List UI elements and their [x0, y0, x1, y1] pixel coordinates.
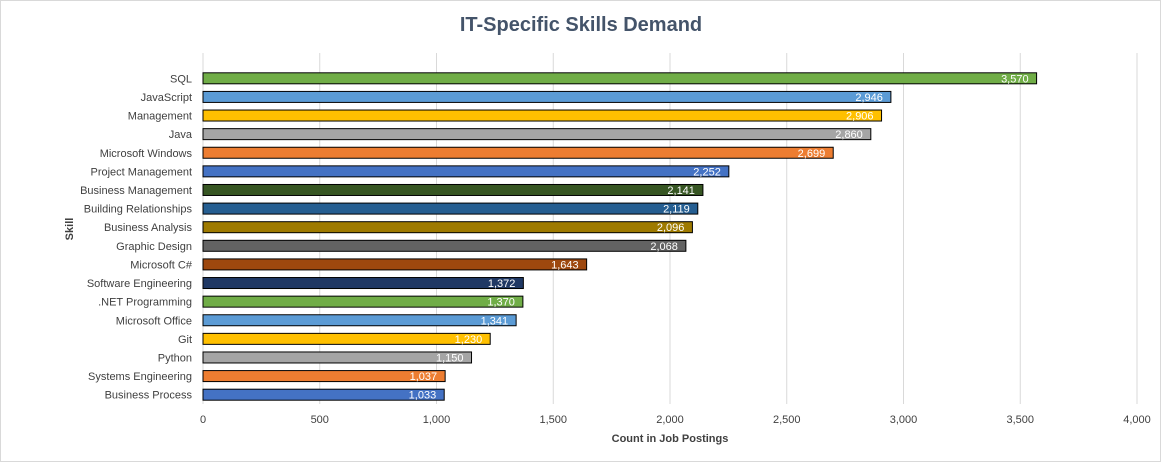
- y-axis-title: Skill: [64, 218, 76, 241]
- bar: [202, 388, 445, 401]
- data-label: 1,643: [551, 259, 579, 271]
- category-label: Systems Engineering: [88, 371, 192, 383]
- bar: [202, 332, 491, 345]
- data-label: 1,033: [409, 390, 437, 402]
- data-label: 2,946: [855, 92, 883, 104]
- data-label: 1,372: [488, 278, 516, 290]
- data-label: 2,141: [667, 185, 695, 197]
- x-tick-label: 4,000: [1123, 414, 1151, 426]
- x-tick-label: 3,500: [1006, 414, 1034, 426]
- bar: [202, 72, 1038, 85]
- bar: [202, 165, 730, 178]
- category-label: .NET Programming: [98, 297, 192, 309]
- bar: [202, 109, 883, 122]
- category-label: Project Management: [91, 166, 193, 178]
- category-label: Microsoft C#: [130, 259, 193, 271]
- data-label: 2,252: [693, 166, 721, 178]
- bar: [202, 295, 524, 308]
- x-tick-labels: 0 500 1,000 1,500 2,000 2,500 3,000 3,500 4,000: [200, 414, 1151, 426]
- bar: [202, 277, 524, 290]
- data-label: 1,037: [410, 371, 438, 383]
- category-label: JavaScript: [141, 92, 192, 104]
- category-label: Git: [178, 334, 192, 346]
- data-label: 1,150: [436, 352, 464, 364]
- data-label: 2,699: [798, 148, 826, 160]
- bar: [202, 351, 473, 364]
- bar: [202, 202, 699, 215]
- x-tick-label: 0: [200, 414, 206, 426]
- category-label: Python: [158, 352, 192, 364]
- data-label: 2,068: [650, 241, 678, 253]
- bar: [202, 221, 693, 234]
- category-label: Business Analysis: [104, 222, 193, 234]
- data-label: 2,096: [657, 222, 685, 234]
- category-label: Software Engineering: [87, 278, 192, 290]
- data-label: 2,906: [846, 111, 874, 123]
- category-label: Microsoft Windows: [100, 148, 193, 160]
- category-label: Graphic Design: [116, 241, 192, 253]
- data-label: 1,370: [487, 297, 515, 309]
- category-label: Management: [128, 111, 192, 123]
- chart-title: IT-Specific Skills Demand: [460, 14, 702, 36]
- category-label: Java: [169, 129, 193, 141]
- bar: [202, 90, 892, 103]
- x-tick-label: 2,000: [656, 414, 684, 426]
- data-label: 2,119: [663, 204, 690, 216]
- category-label: SQL: [170, 73, 192, 85]
- category-label: Microsoft Office: [116, 315, 192, 327]
- x-axis-title: Count in Job Postings: [612, 433, 729, 445]
- category-label: Business Management: [80, 185, 192, 197]
- x-tick-label: 1,500: [539, 414, 567, 426]
- x-tick-label: 1,000: [423, 414, 451, 426]
- data-label: 3,570: [1001, 73, 1029, 85]
- bar: [202, 370, 446, 383]
- bar: [202, 128, 872, 141]
- data-label: 2,860: [835, 129, 863, 141]
- bar: [202, 239, 687, 252]
- bars: 3,570 2,946 2,906 2,860 2,699 2,252 2,141 2,119…: [202, 72, 1038, 402]
- x-tick-label: 3,000: [890, 414, 918, 426]
- x-tick-label: 2,500: [773, 414, 801, 426]
- category-label: Business Process: [105, 390, 193, 402]
- data-label: 1,230: [455, 334, 483, 346]
- category-label: Building Relationships: [84, 204, 193, 216]
- x-tick-label: 500: [311, 414, 329, 426]
- bar: [202, 314, 517, 327]
- category-labels: SQL JavaScript Management Java Microsoft Win…: [80, 73, 193, 401]
- data-label: 1,341: [481, 315, 509, 327]
- bar: [202, 183, 704, 196]
- bar: [202, 258, 588, 271]
- bar: [202, 146, 834, 159]
